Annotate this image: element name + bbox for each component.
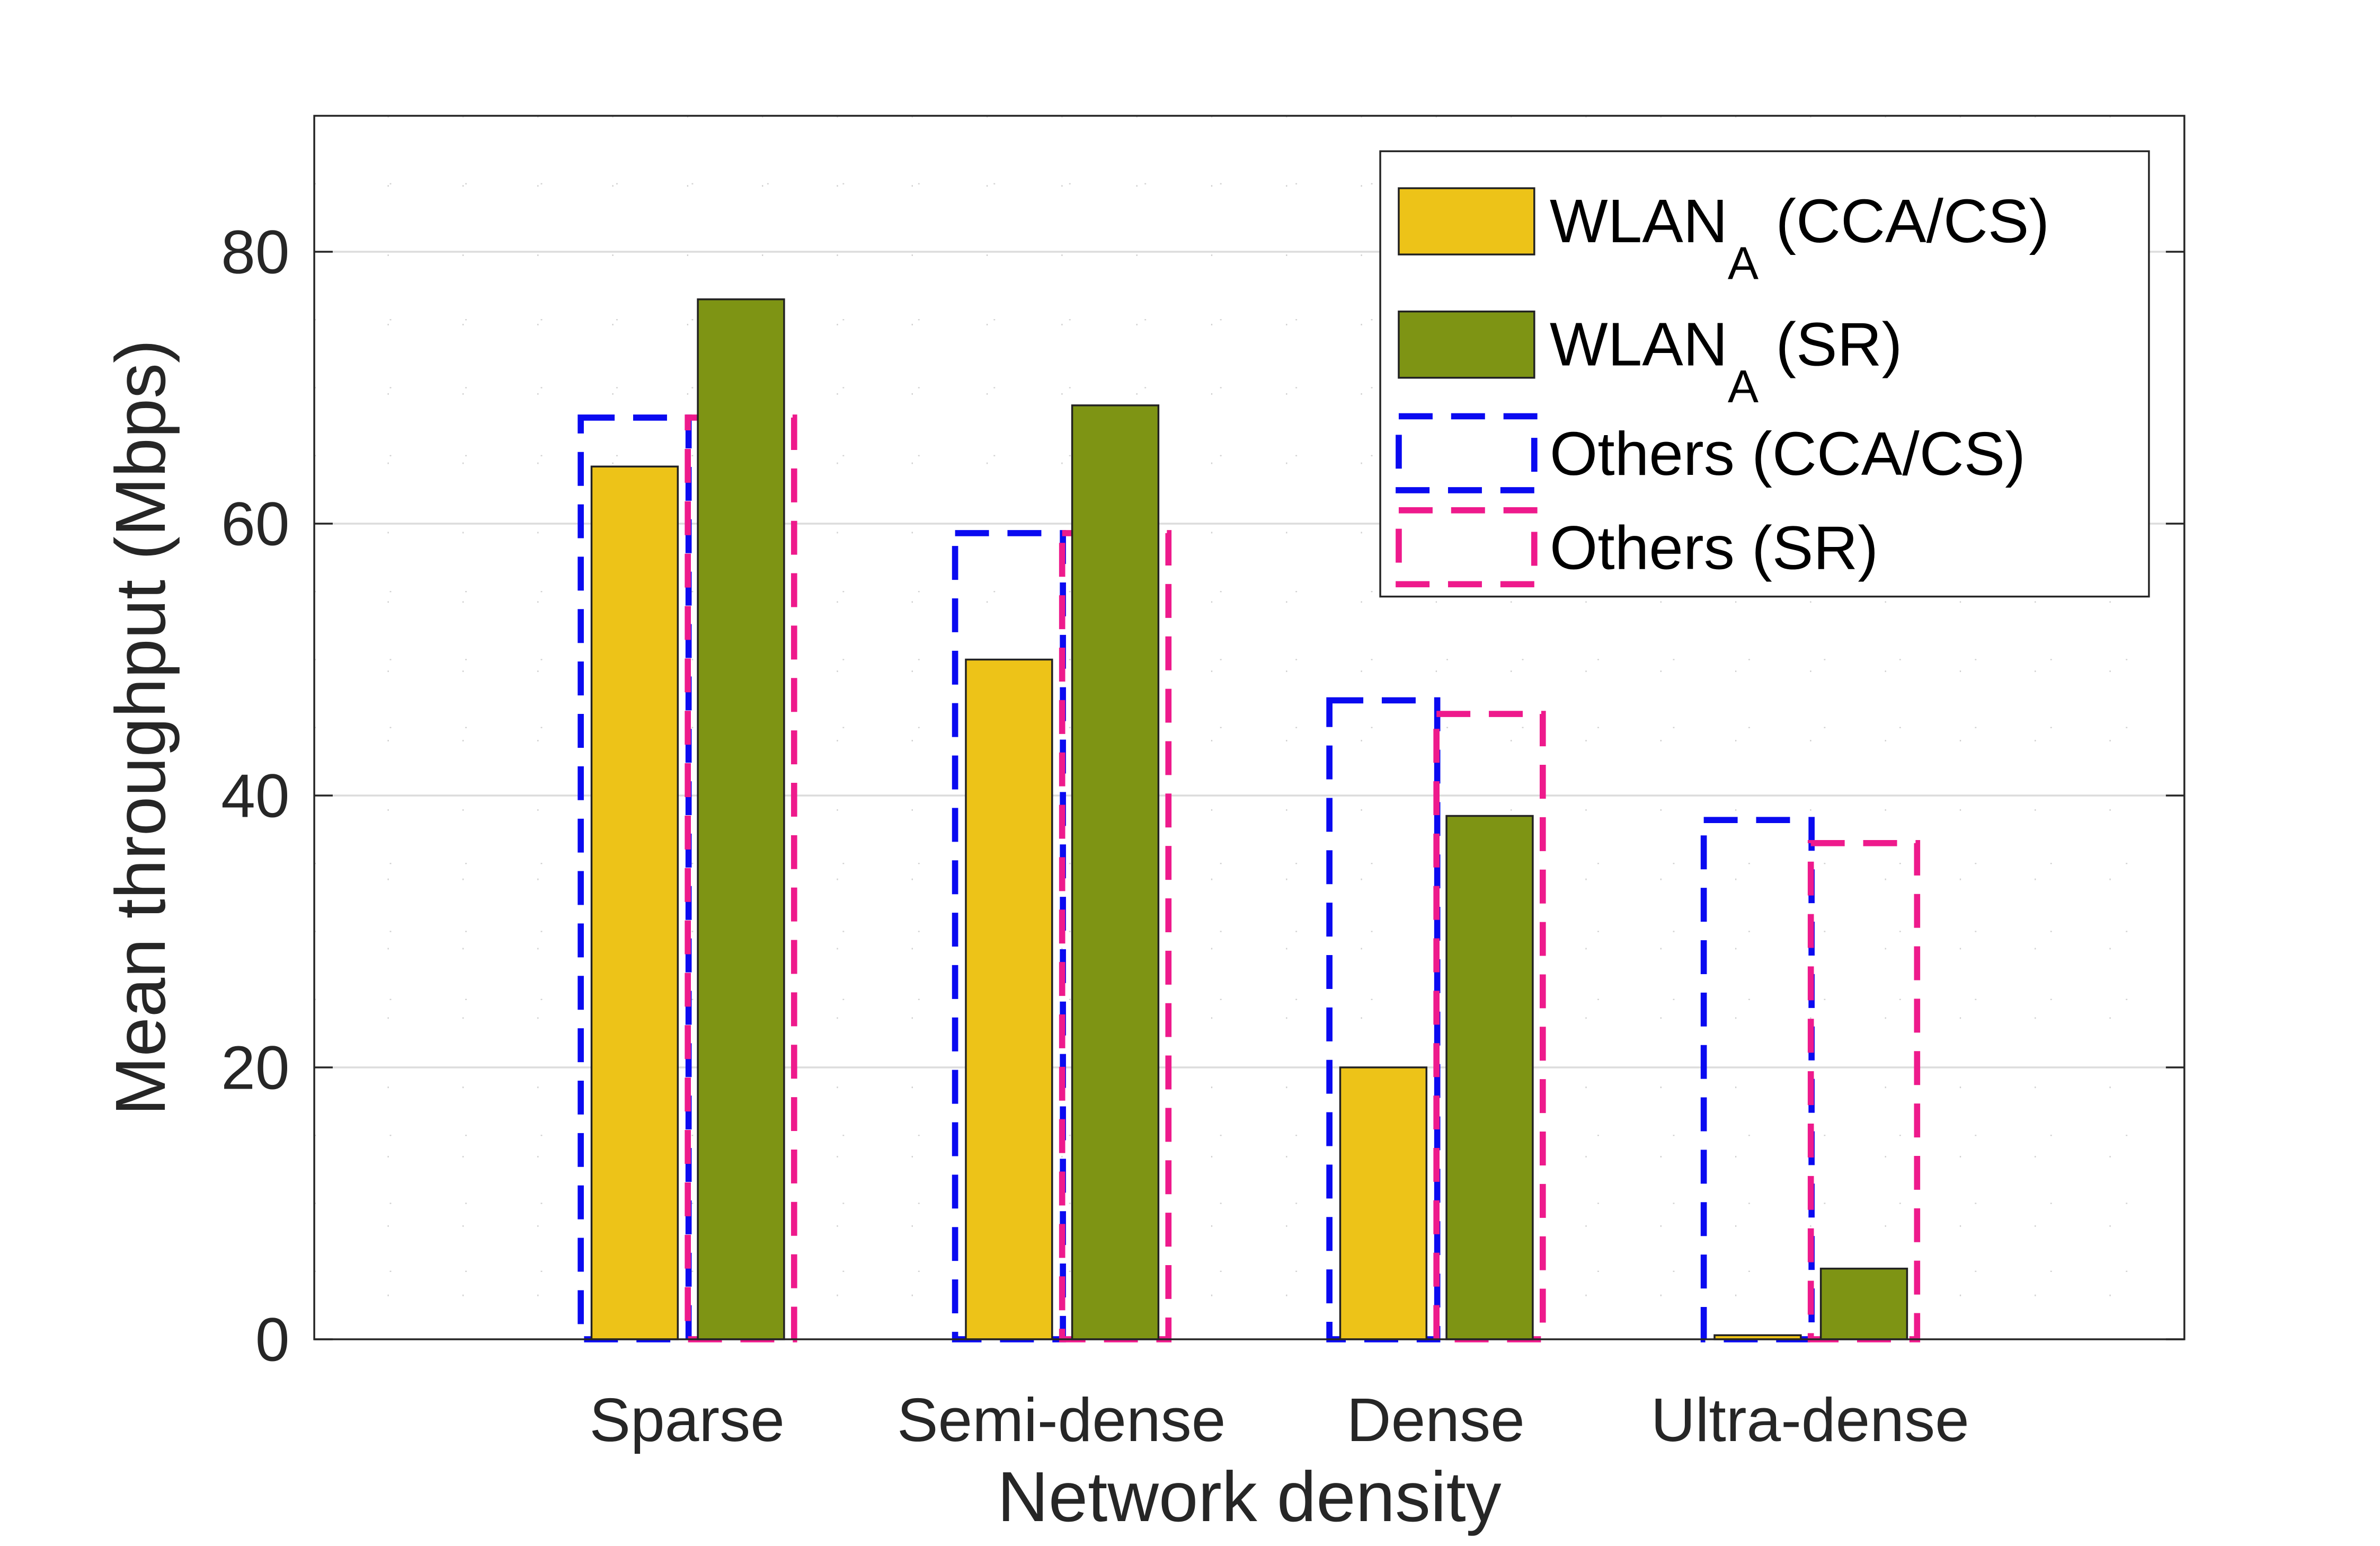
plot-frame — [313, 114, 2186, 1340]
x-axis-label: Network density — [997, 1457, 1501, 1536]
bar-wlan-a-cca-cs--sparse — [590, 465, 679, 1340]
bars — [578, 298, 1921, 1342]
legend-label-rest: (CCA/CS) — [1759, 187, 2049, 255]
legend-label-main: Others (CCA/CS) — [1550, 419, 2026, 488]
legend-label: WLANA (SR) — [1550, 310, 1902, 412]
y-axis-label: Mean throughput (Mbps) — [101, 340, 180, 1116]
x-tick-label: Ultra-dense — [1651, 1385, 1969, 1454]
legend-label-main: Others (SR) — [1550, 513, 1878, 582]
y-tick-label: 40 — [221, 762, 289, 831]
bar-others-cca-cs--sparse — [578, 414, 692, 1342]
legend-label-main: WLAN — [1550, 187, 1728, 255]
x-tick-label: Dense — [1347, 1385, 1525, 1454]
legend-label-subscript: A — [1728, 238, 1759, 289]
legend-swatch — [1398, 310, 1535, 379]
x-tick-label: Sparse — [590, 1385, 785, 1454]
legend: WLANA (CCA/CS)WLANA (SR)Others (CCA/CS)O… — [1379, 150, 2150, 598]
x-tick-label: Semi-dense — [897, 1385, 1225, 1454]
bar-wlan-a-sr--ultra-dense — [1819, 1267, 1908, 1340]
bar-others-sr--dense — [1433, 711, 1546, 1342]
legend-label-rest: (SR) — [1759, 310, 1902, 378]
legend-label: Others (SR) — [1550, 513, 1878, 582]
y-tick-label: 60 — [221, 490, 289, 559]
legend-label: Others (CCA/CS) — [1550, 419, 2026, 488]
bar-wlan-a-sr--semi-dense — [1071, 404, 1160, 1340]
bar-wlan-a-cca-cs--dense — [1339, 1066, 1428, 1340]
legend-swatch — [1398, 187, 1535, 255]
legend-label-subscript: A — [1728, 361, 1759, 412]
legend-swatch — [1396, 413, 1538, 493]
legend-label: WLANA (CCA/CS) — [1550, 187, 2049, 289]
y-tick-label: 80 — [221, 218, 289, 287]
y-ticks: 0 20 40 60 80 — [221, 218, 2184, 1374]
bar-wlan-a-sr--dense — [1445, 815, 1534, 1340]
legend-label-main: WLAN — [1550, 310, 1728, 378]
y-tick-label: 0 — [255, 1305, 290, 1374]
legend-swatch — [1396, 507, 1538, 588]
y-tick-label: 20 — [221, 1033, 289, 1102]
bar-wlan-a-sr--sparse — [697, 298, 785, 1340]
bar-wlan-a-cca-cs--semi-dense — [965, 658, 1053, 1340]
x-ticks: Sparse Semi-dense Dense Ultra-dense — [590, 1385, 1969, 1454]
